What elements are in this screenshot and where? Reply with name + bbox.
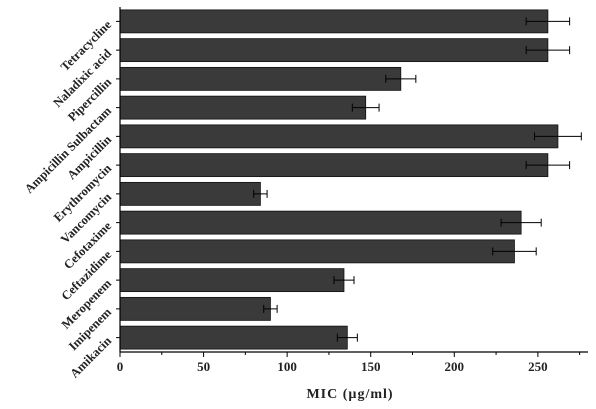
- bar-cefotaxime: [119, 210, 522, 235]
- axes-layer: [116, 7, 588, 353]
- bar-vancomycin: [119, 181, 261, 206]
- x-axis-title: MIC (µg/ml): [306, 387, 393, 402]
- bar-erythromycin: [119, 153, 549, 178]
- bar-naladixic-acid: [119, 38, 549, 63]
- bar-ampicillin: [119, 124, 559, 149]
- bar-amikacin: [119, 325, 348, 350]
- x-tick-label: 250: [528, 359, 548, 374]
- bar-meropenem: [119, 268, 345, 293]
- bar-tetracycline: [119, 9, 549, 34]
- error-bars-layer: [253, 17, 582, 342]
- x-tick-label: 100: [277, 359, 297, 374]
- bar-ampicillin-sulbactam: [119, 95, 367, 120]
- bar-pipercillin: [119, 66, 402, 91]
- x-tick-layer: 0 50 100 150 200 250: [117, 352, 581, 374]
- x-tick-label: 0: [117, 359, 124, 374]
- bar-ceftazidime: [119, 239, 515, 264]
- bars-layer: [119, 9, 559, 350]
- x-tick-label: 50: [197, 359, 210, 374]
- bar-imipenem: [119, 296, 271, 321]
- x-tick-label: 150: [361, 359, 381, 374]
- x-tick-label: 200: [445, 359, 465, 374]
